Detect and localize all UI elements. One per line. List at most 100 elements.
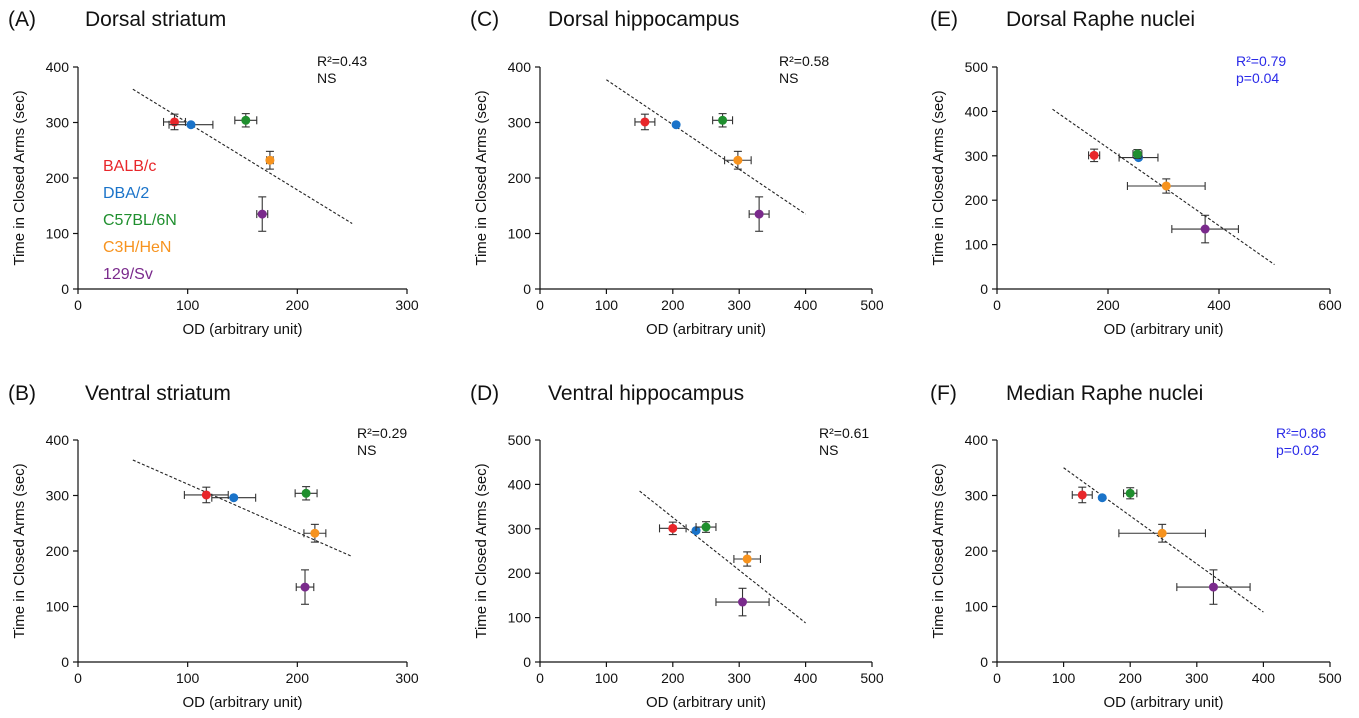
data-point-group bbox=[295, 569, 315, 605]
x-axis-label: OD (arbitrary unit) bbox=[646, 321, 766, 338]
x-tick-label: 500 bbox=[860, 297, 884, 313]
y-axis-label: Time in Closed Arms (sec) bbox=[930, 463, 947, 638]
data-point bbox=[1157, 528, 1167, 538]
y-tick-label: 400 bbox=[508, 476, 532, 492]
stats-annotation: R²=0.61 bbox=[819, 425, 869, 441]
x-tick-label: 100 bbox=[176, 670, 200, 686]
data-point bbox=[241, 115, 251, 125]
y-tick-label: 400 bbox=[508, 59, 532, 75]
x-axis-label: OD (arbitrary unit) bbox=[182, 321, 302, 338]
legend-item: DBA/2 bbox=[103, 185, 149, 202]
x-tick-label: 0 bbox=[74, 297, 82, 313]
legend-item: BALB/c bbox=[103, 158, 156, 175]
x-tick-label: 200 bbox=[286, 297, 310, 313]
y-tick-label: 300 bbox=[46, 488, 70, 504]
x-axis-label: OD (arbitrary unit) bbox=[182, 694, 302, 711]
x-tick-label: 200 bbox=[661, 297, 685, 313]
y-tick-label: 200 bbox=[46, 170, 70, 186]
stats-annotation: R²=0.86 bbox=[1276, 425, 1326, 441]
data-point-group bbox=[1097, 493, 1107, 503]
data-point bbox=[742, 554, 752, 564]
stats-annotation: NS bbox=[317, 70, 336, 86]
y-axis-label: Time in Closed Arms (sec) bbox=[11, 463, 28, 638]
stats-annotation: p=0.04 bbox=[1236, 70, 1279, 86]
data-point bbox=[1200, 224, 1210, 234]
y-tick-label: 100 bbox=[508, 226, 532, 242]
panel-title: Ventral hippocampus bbox=[548, 382, 744, 405]
panel-title: Dorsal striatum bbox=[85, 8, 226, 31]
x-tick-label: 200 bbox=[661, 670, 685, 686]
data-point-group bbox=[634, 113, 656, 131]
x-tick-label: 300 bbox=[728, 297, 752, 313]
y-tick-label: 0 bbox=[523, 654, 531, 670]
x-tick-label: 0 bbox=[993, 670, 1001, 686]
x-tick-label: 300 bbox=[395, 297, 419, 313]
panel-f: (F) Median Raphe nuclei 0 100 200 300 400 500 0 1… bbox=[930, 382, 1342, 711]
y-tick-label: 300 bbox=[965, 488, 989, 504]
stats-annotation: NS bbox=[819, 442, 838, 458]
x-tick-label: 100 bbox=[595, 297, 619, 313]
data-point-group bbox=[671, 120, 681, 130]
data-point-group bbox=[733, 551, 761, 567]
x-tick-label: 400 bbox=[1207, 297, 1231, 313]
data-point bbox=[718, 115, 728, 125]
x-axis-label: OD (arbitrary unit) bbox=[1103, 321, 1223, 338]
panel-title: Dorsal Raphe nuclei bbox=[1006, 8, 1195, 31]
x-tick-label: 300 bbox=[728, 670, 752, 686]
data-point bbox=[1077, 490, 1087, 500]
panel-title: Dorsal hippocampus bbox=[548, 8, 739, 31]
panel-label: (B) bbox=[8, 382, 36, 405]
data-point-group bbox=[1071, 486, 1093, 504]
data-point bbox=[1208, 582, 1218, 592]
legend-item: 129/Sv bbox=[103, 266, 153, 283]
y-tick-label: 100 bbox=[46, 226, 70, 242]
y-tick-label: 0 bbox=[61, 281, 69, 297]
y-tick-label: 100 bbox=[46, 599, 70, 615]
panel-label: (D) bbox=[470, 382, 499, 405]
x-tick-label: 200 bbox=[286, 670, 310, 686]
data-point-group bbox=[234, 113, 258, 128]
data-point bbox=[738, 597, 748, 607]
legend-item: C3H/HeN bbox=[103, 239, 171, 256]
x-tick-label: 100 bbox=[595, 670, 619, 686]
x-tick-label: 500 bbox=[860, 670, 884, 686]
x-tick-label: 600 bbox=[1318, 297, 1342, 313]
x-axis-label: OD (arbitrary unit) bbox=[1103, 694, 1223, 711]
data-point-group bbox=[183, 486, 229, 504]
data-point-group bbox=[695, 521, 717, 533]
stats-annotation: R²=0.29 bbox=[357, 425, 407, 441]
y-tick-label: 200 bbox=[965, 543, 989, 559]
data-point-group bbox=[162, 113, 187, 131]
data-point bbox=[754, 209, 764, 219]
stats-annotation: p=0.02 bbox=[1276, 442, 1319, 458]
x-tick-label: 400 bbox=[794, 670, 818, 686]
y-tick-label: 100 bbox=[965, 599, 989, 615]
x-tick-label: 100 bbox=[1052, 670, 1076, 686]
data-point-group bbox=[294, 486, 318, 501]
data-point bbox=[265, 155, 275, 165]
y-tick-label: 300 bbox=[46, 115, 70, 131]
x-tick-label: 400 bbox=[794, 297, 818, 313]
data-point bbox=[733, 155, 743, 165]
y-tick-label: 100 bbox=[965, 237, 989, 253]
panel-label: (F) bbox=[930, 382, 957, 405]
data-point bbox=[1125, 488, 1135, 498]
data-point bbox=[257, 209, 267, 219]
data-point-group bbox=[1126, 178, 1206, 194]
x-tick-label: 0 bbox=[536, 297, 544, 313]
y-tick-label: 400 bbox=[46, 59, 70, 75]
y-axis-label: Time in Closed Arms (sec) bbox=[11, 90, 28, 265]
x-tick-label: 100 bbox=[176, 297, 200, 313]
panel-e: (E) Dorsal Raphe nuclei 0 200 400 600 0 100 200 3… bbox=[930, 8, 1342, 338]
data-point-group bbox=[1176, 569, 1251, 605]
data-point bbox=[1161, 181, 1171, 191]
regression-line bbox=[1063, 467, 1264, 613]
panel-label: (E) bbox=[930, 8, 958, 31]
data-point-group bbox=[1122, 487, 1138, 500]
legend-item: C57BL/6N bbox=[103, 212, 177, 229]
data-point bbox=[310, 528, 320, 538]
panel-title: Median Raphe nuclei bbox=[1006, 382, 1203, 405]
data-point bbox=[1089, 150, 1099, 160]
y-tick-label: 200 bbox=[46, 543, 70, 559]
data-point-group bbox=[265, 150, 275, 170]
